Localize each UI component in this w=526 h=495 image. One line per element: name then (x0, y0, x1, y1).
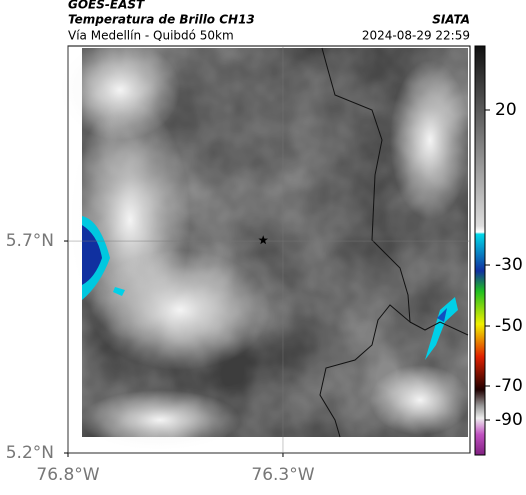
y-tick-label: 5.2°N (6, 443, 54, 463)
colorbar (474, 45, 486, 456)
y-tick-label: 5.7°N (6, 231, 54, 251)
colorbar-label: -50 (495, 316, 523, 336)
region: Vía Medellín - Quibdó 50km (68, 29, 234, 43)
x-tick-label: 76.8°W (36, 465, 99, 485)
location-marker (258, 235, 268, 245)
satellite-image (60, 40, 470, 450)
colorbar-label: -70 (495, 376, 523, 396)
product: Temperatura de Brillo CH13 (68, 13, 255, 27)
agency: SIATA (432, 13, 470, 27)
x-tick-label: 76.3°W (251, 465, 314, 485)
source: GOES-EAST (68, 0, 145, 12)
timestamp: 2024-08-29 22:59 (362, 29, 470, 43)
colorbar-label: 20 (495, 100, 517, 120)
colorbar-label: -90 (495, 410, 523, 430)
colorbar-label: -30 (495, 255, 523, 275)
